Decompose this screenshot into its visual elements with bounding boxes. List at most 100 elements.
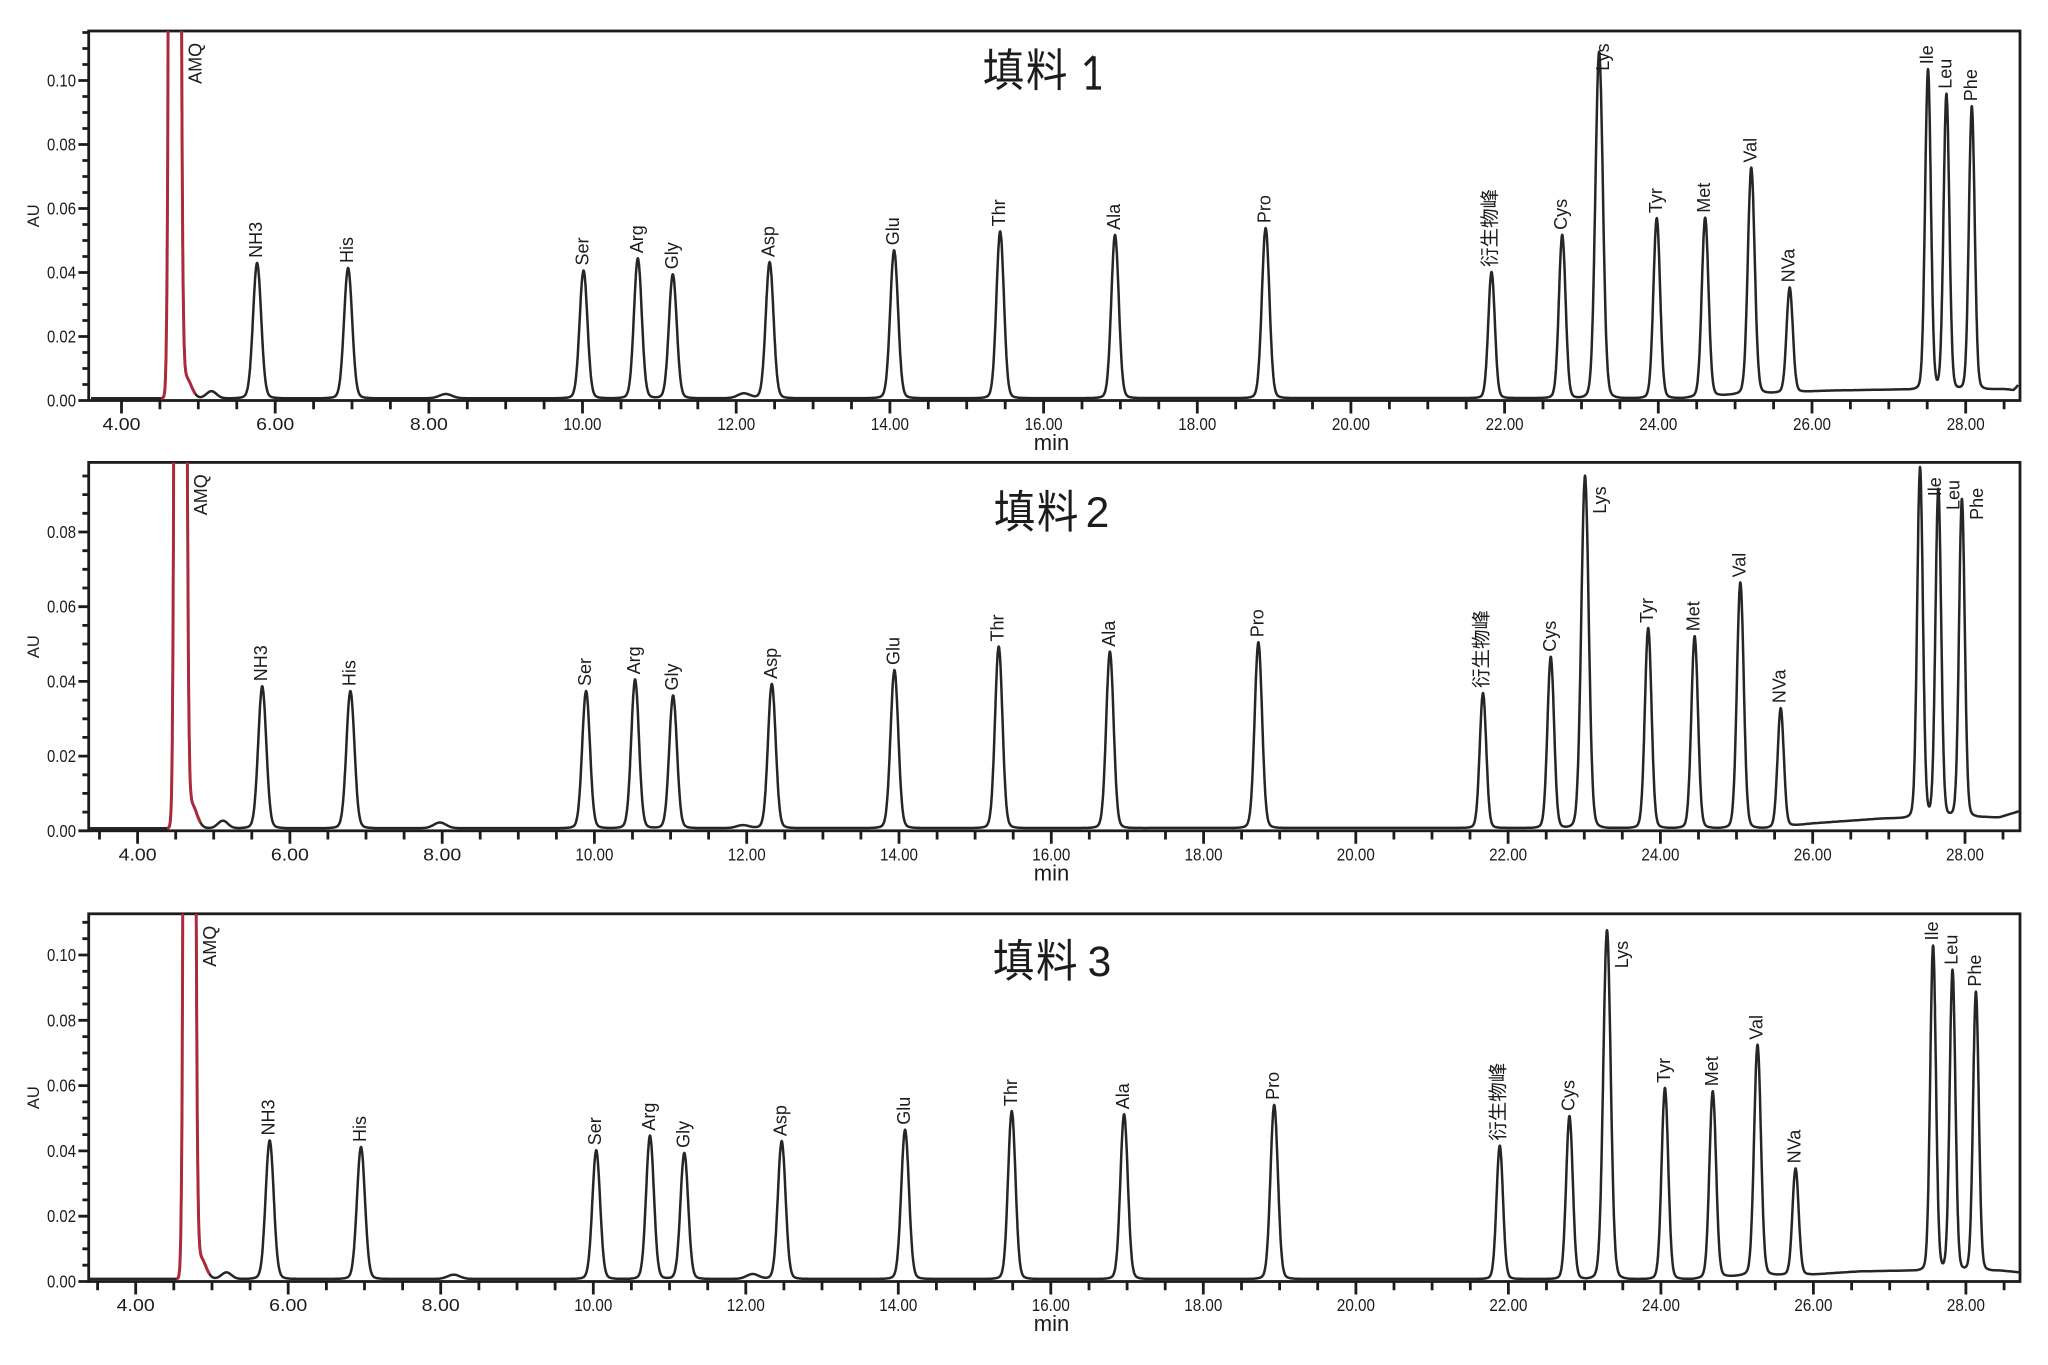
svg-text:Arg: Arg <box>639 1103 659 1131</box>
svg-text:Ile: Ile <box>1917 45 1937 64</box>
svg-text:AU: AU <box>25 204 43 227</box>
svg-text:12.00: 12.00 <box>727 1295 765 1315</box>
svg-text:AMQ: AMQ <box>191 474 211 515</box>
svg-text:24.00: 24.00 <box>1641 844 1679 864</box>
svg-text:28.00: 28.00 <box>1947 414 1985 434</box>
svg-text:min: min <box>1034 1311 1069 1336</box>
svg-text:Tyr: Tyr <box>1654 1058 1674 1083</box>
svg-text:0.02: 0.02 <box>47 327 76 347</box>
svg-text:Cys: Cys <box>1559 1080 1579 1111</box>
svg-text:Arg: Arg <box>627 225 647 253</box>
svg-text:Val: Val <box>1740 138 1760 163</box>
svg-text:0.04: 0.04 <box>47 1141 76 1161</box>
svg-text:16.00: 16.00 <box>1032 1295 1070 1315</box>
svg-text:Ile: Ile <box>1925 477 1945 496</box>
svg-text:Glu: Glu <box>883 217 903 245</box>
svg-text:0.10: 0.10 <box>47 71 76 91</box>
svg-text:2: 2 <box>1086 490 1110 537</box>
svg-text:Ile: Ile <box>1922 921 1942 940</box>
svg-text:Arg: Arg <box>624 646 644 674</box>
svg-text:8.00: 8.00 <box>423 844 461 864</box>
svg-text:Ala: Ala <box>1104 203 1124 230</box>
svg-text:0.00: 0.00 <box>47 1272 76 1292</box>
svg-text:20.00: 20.00 <box>1337 1295 1375 1315</box>
svg-text:Thr: Thr <box>989 199 1009 226</box>
svg-text:Asp: Asp <box>759 226 779 257</box>
svg-text:Pro: Pro <box>1247 609 1267 637</box>
svg-text:Leu: Leu <box>1936 59 1956 89</box>
svg-text:26.00: 26.00 <box>1794 844 1832 864</box>
svg-text:Thr: Thr <box>988 614 1008 641</box>
svg-text:12.00: 12.00 <box>717 414 755 434</box>
svg-text:4.00: 4.00 <box>117 1295 155 1315</box>
svg-text:Thr: Thr <box>1001 1079 1021 1106</box>
svg-text:Phe: Phe <box>1967 488 1987 520</box>
svg-text:NVa: NVa <box>1785 1129 1805 1164</box>
svg-text:0.08: 0.08 <box>47 135 76 155</box>
svg-text:0.10: 0.10 <box>47 945 76 965</box>
svg-text:min: min <box>1034 430 1069 455</box>
svg-text:24.00: 24.00 <box>1639 414 1677 434</box>
svg-text:10.00: 10.00 <box>575 844 613 864</box>
svg-text:10.00: 10.00 <box>574 1295 612 1315</box>
svg-text:Ser: Ser <box>575 658 595 686</box>
svg-text:Met: Met <box>1702 1056 1722 1086</box>
svg-text:Val: Val <box>1747 1015 1767 1040</box>
svg-text:AMQ: AMQ <box>200 926 220 967</box>
svg-text:Gly: Gly <box>662 242 682 269</box>
svg-text:Glu: Glu <box>883 637 903 665</box>
svg-text:10.00: 10.00 <box>564 414 602 434</box>
svg-text:Tyr: Tyr <box>1637 598 1657 623</box>
svg-text:NH3: NH3 <box>246 222 266 258</box>
svg-text:NH3: NH3 <box>259 1099 279 1135</box>
svg-text:Cys: Cys <box>1551 199 1571 230</box>
svg-text:4.00: 4.00 <box>103 414 141 434</box>
svg-text:His: His <box>350 1116 370 1142</box>
svg-text:0.08: 0.08 <box>47 522 76 542</box>
svg-text:Gly: Gly <box>662 664 682 691</box>
svg-text:Val: Val <box>1729 553 1749 578</box>
svg-text:Pro: Pro <box>1263 1072 1283 1100</box>
svg-text:22.00: 22.00 <box>1486 414 1524 434</box>
svg-text:0.02: 0.02 <box>47 746 76 766</box>
svg-text:0.04: 0.04 <box>47 263 76 283</box>
svg-text:Glu: Glu <box>894 1097 914 1125</box>
svg-text:Tyr: Tyr <box>1646 188 1666 213</box>
svg-text:16.00: 16.00 <box>1025 414 1063 434</box>
svg-text:Met: Met <box>1694 183 1714 213</box>
svg-text:12.00: 12.00 <box>728 844 766 864</box>
svg-text:0.06: 0.06 <box>47 1076 76 1096</box>
svg-text:0.04: 0.04 <box>47 671 76 691</box>
svg-text:NVa: NVa <box>1779 248 1799 283</box>
svg-text:NVa: NVa <box>1770 668 1790 703</box>
svg-text:AMQ: AMQ <box>185 43 205 84</box>
svg-text:6.00: 6.00 <box>256 414 294 434</box>
svg-text:Cys: Cys <box>1540 621 1560 652</box>
svg-text:26.00: 26.00 <box>1793 414 1831 434</box>
svg-text:Asp: Asp <box>771 1105 791 1136</box>
svg-text:Phe: Phe <box>1965 955 1985 987</box>
svg-text:0.08: 0.08 <box>47 1010 76 1030</box>
svg-text:0.00: 0.00 <box>47 821 76 841</box>
svg-text:22.00: 22.00 <box>1489 844 1527 864</box>
svg-text:6.00: 6.00 <box>269 1295 307 1315</box>
svg-text:Ala: Ala <box>1113 1082 1133 1109</box>
svg-text:0.06: 0.06 <box>47 597 76 617</box>
svg-text:18.00: 18.00 <box>1178 414 1216 434</box>
svg-text:AU: AU <box>25 1086 43 1109</box>
svg-text:Leu: Leu <box>1943 480 1963 510</box>
svg-text:14.00: 14.00 <box>880 844 918 864</box>
svg-text:28.00: 28.00 <box>1946 844 1984 864</box>
svg-text:4.00: 4.00 <box>119 844 157 864</box>
svg-text:Ser: Ser <box>573 237 593 265</box>
svg-text:16.00: 16.00 <box>1032 844 1070 864</box>
svg-text:26.00: 26.00 <box>1794 1295 1832 1315</box>
svg-text:0.02: 0.02 <box>47 1206 76 1226</box>
svg-text:His: His <box>337 237 357 263</box>
svg-text:Asp: Asp <box>761 648 781 679</box>
svg-text:24.00: 24.00 <box>1642 1295 1680 1315</box>
svg-text:6.00: 6.00 <box>271 844 309 864</box>
svg-text:28.00: 28.00 <box>1947 1295 1985 1315</box>
svg-text:Phe: Phe <box>1961 69 1981 101</box>
svg-text:0.06: 0.06 <box>47 199 76 219</box>
